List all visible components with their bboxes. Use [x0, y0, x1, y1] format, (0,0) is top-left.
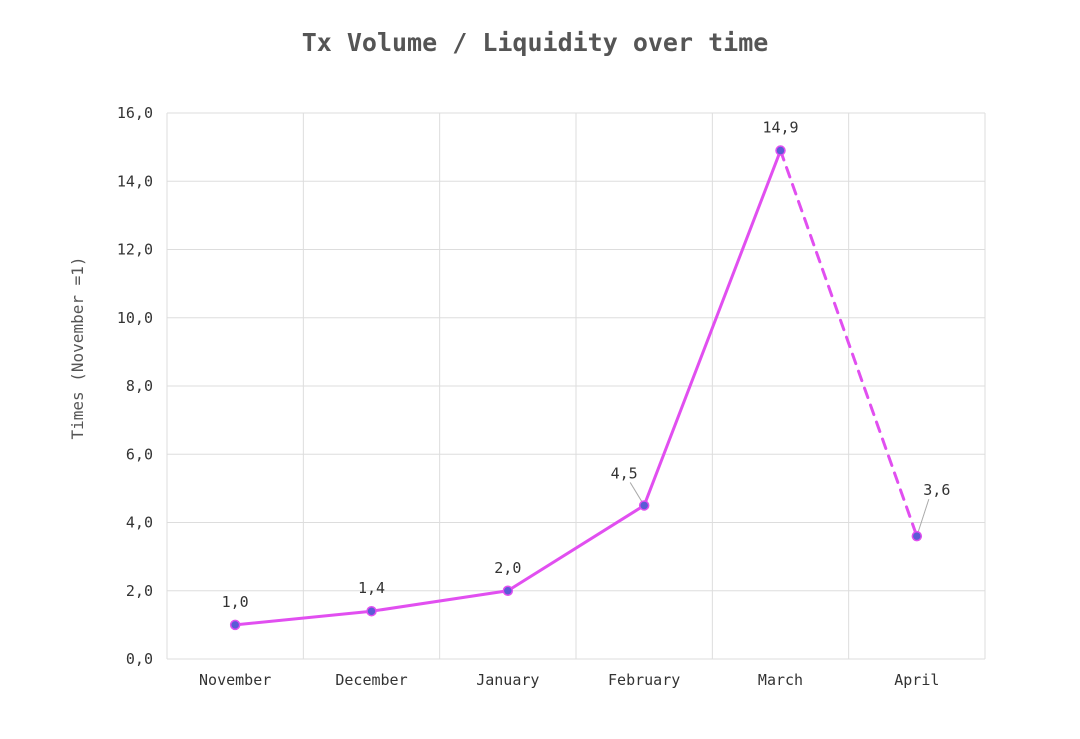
data-point	[366, 605, 377, 617]
y-tick-label: 6,0	[126, 445, 153, 463]
y-axis-ticks: 0,0 2,0 4,0 6,0 8,0 10,0 12,0 14,0 16,0	[117, 104, 153, 668]
data-label: 1,4	[358, 579, 385, 597]
series-segment	[506, 503, 646, 593]
x-tick-label: January	[476, 671, 539, 689]
data-point	[229, 619, 241, 631]
data-label: 4,5	[611, 464, 638, 482]
y-tick-label: 0,0	[126, 650, 153, 668]
series-segment	[233, 609, 373, 627]
data-label: 14,9	[762, 119, 798, 137]
x-tick-label: April	[894, 671, 939, 689]
y-tick-label: 12,0	[117, 241, 153, 259]
x-tick-label: March	[758, 671, 803, 689]
data-point	[502, 585, 514, 596]
x-tick-label: December	[335, 671, 407, 689]
y-tick-label: 8,0	[126, 377, 153, 395]
leader-line	[916, 498, 930, 537]
y-tick-label: 10,0	[117, 309, 153, 327]
data-label: 2,0	[494, 559, 521, 577]
grid	[166, 112, 986, 660]
chart-title: Tx Volume / Liquidity over time	[301, 28, 769, 57]
data-label: 3,6	[923, 481, 950, 499]
y-tick-label: 16,0	[117, 104, 153, 122]
label-leader-lines	[629, 482, 930, 537]
x-axis-ticks: November December January February March Apri…	[199, 671, 939, 689]
data-point	[775, 145, 786, 156]
series-lines	[233, 149, 919, 627]
x-tick-label: February	[608, 671, 680, 689]
data-points	[229, 145, 923, 631]
data-point	[638, 500, 650, 511]
series-segment	[642, 149, 782, 507]
data-label: 1,0	[222, 593, 249, 611]
x-tick-label: November	[199, 671, 271, 689]
series-segment	[370, 589, 510, 613]
y-tick-label: 14,0	[117, 172, 153, 190]
y-tick-label: 4,0	[126, 514, 153, 532]
data-labels: 1,0 1,4 2,0 4,5 14,9 3,6	[222, 119, 951, 611]
series-segment-dashed	[779, 149, 919, 538]
data-point	[911, 530, 923, 542]
y-tick-label: 2,0	[126, 582, 153, 600]
y-axis-label: Times (November =1)	[68, 256, 87, 439]
